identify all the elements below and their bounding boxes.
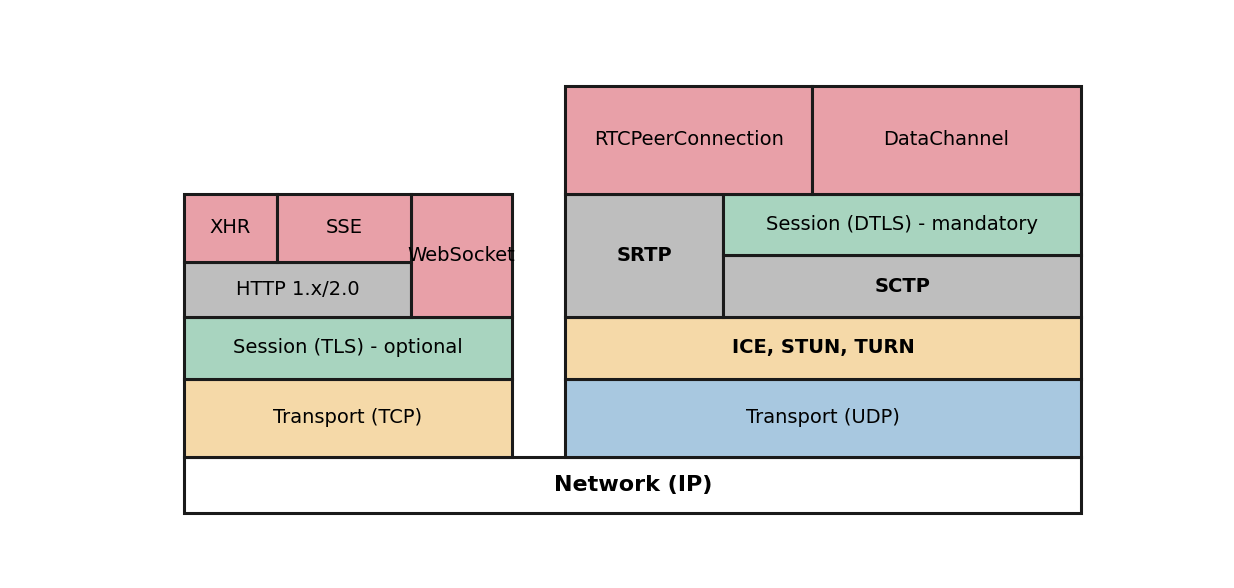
Text: SSE: SSE — [326, 218, 363, 237]
Text: XHR: XHR — [210, 218, 252, 237]
FancyBboxPatch shape — [184, 317, 512, 379]
Text: Session (DTLS) - mandatory: Session (DTLS) - mandatory — [766, 215, 1038, 234]
FancyBboxPatch shape — [184, 262, 411, 317]
Text: Session (TLS) - optional: Session (TLS) - optional — [233, 338, 463, 358]
FancyBboxPatch shape — [565, 86, 812, 194]
FancyBboxPatch shape — [184, 379, 512, 457]
Text: HTTP 1.x/2.0: HTTP 1.x/2.0 — [236, 280, 359, 299]
Text: Transport (UDP): Transport (UDP) — [747, 408, 901, 427]
FancyBboxPatch shape — [723, 255, 1081, 317]
Text: DataChannel: DataChannel — [884, 131, 1009, 149]
FancyBboxPatch shape — [565, 379, 1081, 457]
FancyBboxPatch shape — [411, 194, 512, 317]
FancyBboxPatch shape — [276, 194, 411, 262]
Text: ICE, STUN, TURN: ICE, STUN, TURN — [732, 338, 914, 358]
FancyBboxPatch shape — [184, 457, 1081, 513]
FancyBboxPatch shape — [723, 194, 1081, 255]
Text: Transport (TCP): Transport (TCP) — [274, 408, 422, 427]
FancyBboxPatch shape — [565, 194, 723, 317]
Text: SRTP: SRTP — [617, 246, 673, 265]
FancyBboxPatch shape — [565, 317, 1081, 379]
Text: Network (IP): Network (IP) — [554, 475, 712, 495]
Text: RTCPeerConnection: RTCPeerConnection — [594, 131, 784, 149]
FancyBboxPatch shape — [184, 194, 276, 262]
Text: WebSocket: WebSocket — [407, 246, 516, 265]
FancyBboxPatch shape — [812, 86, 1081, 194]
Text: SCTP: SCTP — [875, 277, 930, 296]
